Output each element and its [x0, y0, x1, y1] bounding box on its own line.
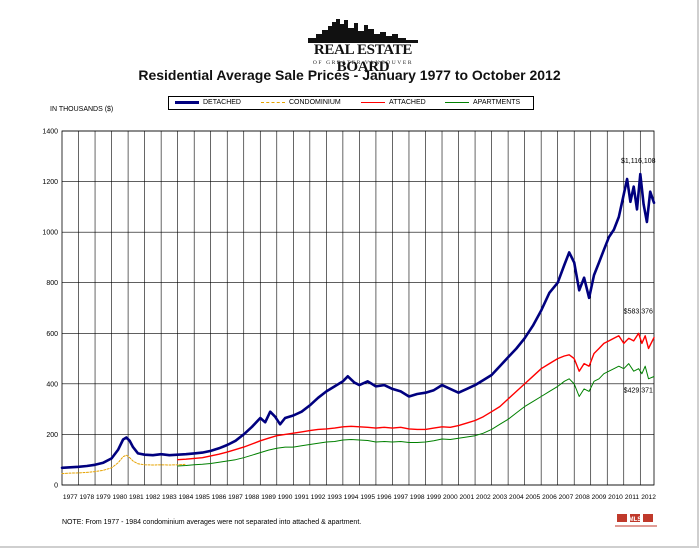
series-line-apartments — [177, 363, 655, 467]
org-name: REAL ESTATE BOARD — [313, 42, 413, 75]
data-label: $583,376 — [624, 309, 653, 316]
mls-badge-text: MLS — [629, 517, 642, 523]
x-tick-label: 1993 — [327, 494, 342, 501]
y-tick-label: 800 — [46, 280, 58, 287]
plot-area — [61, 130, 655, 486]
x-tick-label: 1997 — [393, 494, 408, 501]
x-tick-label: 1981 — [129, 494, 144, 501]
org-subtitle: OF GREATER VANCOUVER — [312, 60, 414, 66]
y-tick-label: 200 — [46, 432, 58, 439]
x-tick-label: 2006 — [542, 494, 557, 501]
x-tick-label: 2004 — [509, 494, 524, 501]
x-tick-label: 2005 — [526, 494, 541, 501]
y-axis-label: IN THOUSANDS ($) — [50, 106, 114, 113]
legend-item-attached: ATTACHED — [361, 97, 447, 109]
legend-item-apartments: APARTMENTS — [445, 97, 533, 109]
skyline-icon — [308, 19, 418, 43]
x-tick-label: 1995 — [360, 494, 375, 501]
x-tick-label: 1986 — [212, 494, 227, 501]
series-line-detached — [60, 172, 656, 470]
legend-label-attached: ATTACHED — [389, 99, 426, 106]
legend-item-detached: DETACHED — [175, 97, 261, 109]
board-logo: REAL ESTATE BOARD OF GREATER VANCOUVER — [288, 16, 438, 75]
legend-item-condominium: CONDOMINIUM — [261, 97, 361, 109]
y-tick-label: 600 — [46, 331, 58, 338]
legend-swatch-attached — [361, 102, 385, 103]
legend-label-detached: DETACHED — [203, 99, 241, 106]
legend-swatch-condominium — [261, 102, 285, 103]
legend-label-condominium: CONDOMINIUM — [289, 99, 341, 106]
x-tick-label: 1978 — [79, 494, 94, 501]
series-line-condominium — [61, 454, 187, 475]
x-tick-label: 2001 — [459, 494, 474, 501]
x-tick-label: 2010 — [608, 494, 623, 501]
x-tick-label: 1983 — [162, 494, 177, 501]
x-tick-label: 2012 — [641, 494, 656, 501]
data-label: $1,116,108 — [621, 158, 656, 165]
x-tick-label: 2009 — [592, 494, 607, 501]
y-tick-label: 400 — [46, 381, 58, 388]
x-tick-label: 1990 — [278, 494, 293, 501]
x-tick-label: 1988 — [245, 494, 260, 501]
x-tick-label: 2008 — [575, 494, 590, 501]
y-tick-label: 1000 — [42, 230, 58, 237]
footnote: NOTE: From 1977 - 1984 condominium avera… — [62, 519, 362, 526]
y-tick-label: 1200 — [42, 179, 58, 186]
x-tick-label: 1991 — [294, 494, 309, 501]
x-tick-label: 1998 — [410, 494, 425, 501]
x-tick-label: 2003 — [493, 494, 508, 501]
x-tick-label: 1979 — [96, 494, 111, 501]
x-tick-label: 1999 — [426, 494, 441, 501]
x-tick-label: 1987 — [228, 494, 243, 501]
x-tick-label: 2011 — [625, 494, 640, 501]
x-tick-label: 1980 — [112, 494, 127, 501]
x-tick-label: 2000 — [443, 494, 458, 501]
x-tick-label: 1977 — [63, 494, 78, 501]
x-tick-label: 1996 — [377, 494, 392, 501]
x-tick-label: 1989 — [261, 494, 276, 501]
legend-swatch-apartments — [445, 102, 469, 103]
mls-logo-icon: MLS — [615, 514, 657, 527]
x-tick-label: 1994 — [344, 494, 359, 501]
data-label: $429,371 — [624, 388, 653, 395]
x-tick-label: 2007 — [559, 494, 574, 501]
x-tick-label: 1982 — [146, 494, 161, 501]
series-line-attached — [176, 332, 655, 461]
x-tick-label: 1992 — [311, 494, 326, 501]
x-tick-label: 1984 — [179, 494, 194, 501]
chart-title: Residential Average Sale Prices - Januar… — [138, 67, 561, 83]
x-tick-label: 2002 — [476, 494, 491, 501]
legend-swatch-detached — [175, 101, 199, 104]
chart-legend: DETACHED CONDOMINIUM ATTACHED APARTMENTS — [168, 96, 534, 110]
y-tick-label: 1400 — [42, 129, 58, 136]
x-tick-label: 1985 — [195, 494, 210, 501]
y-tick-label: 0 — [54, 483, 58, 490]
legend-label-apartments: APARTMENTS — [473, 99, 521, 106]
